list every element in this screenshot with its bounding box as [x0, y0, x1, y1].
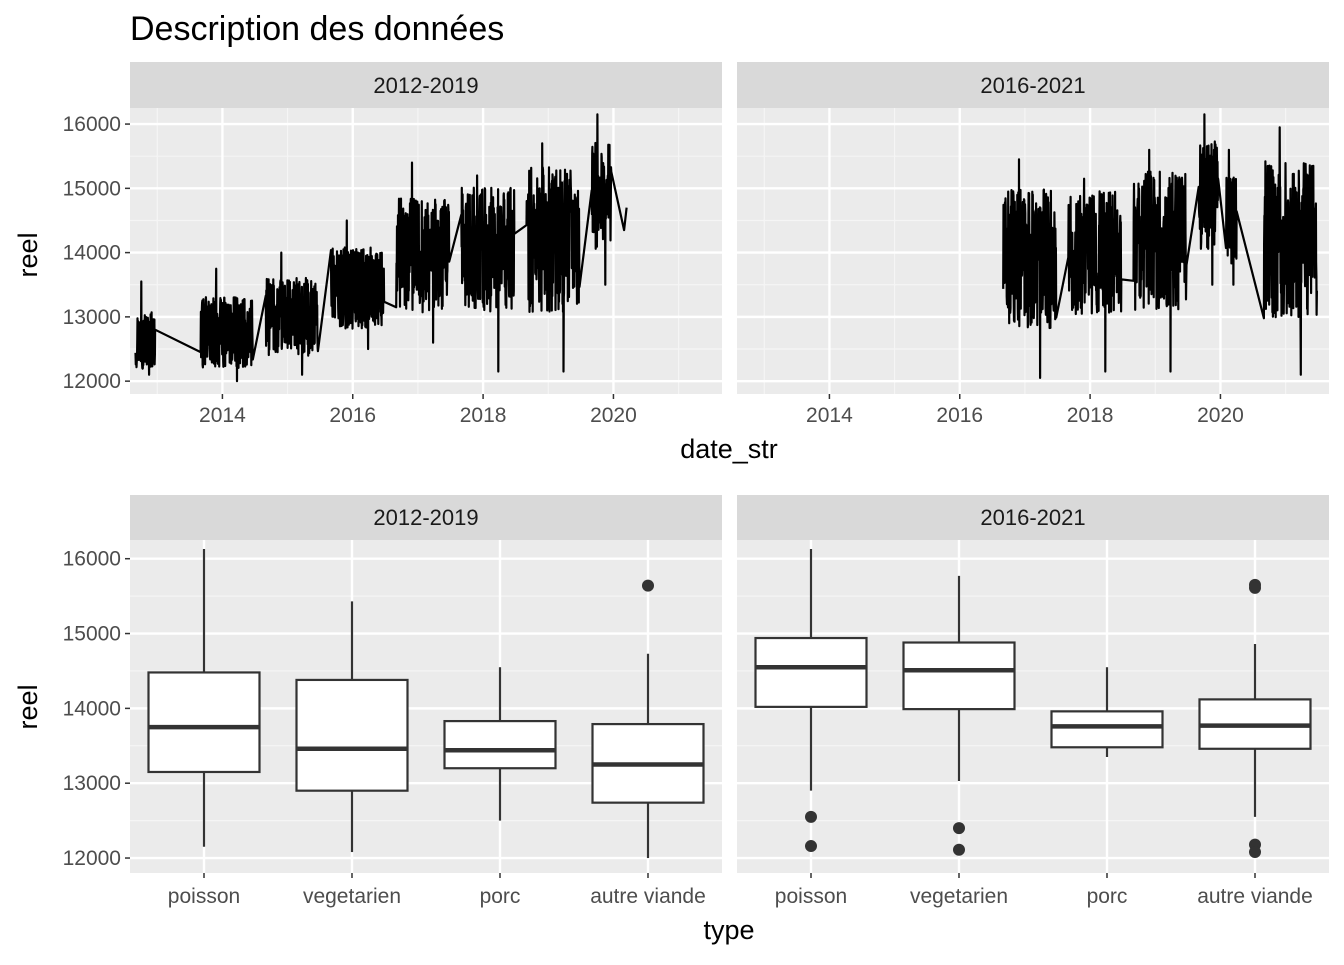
- y-tick-label: 16000: [63, 548, 121, 571]
- top-y-axis-title: reel: [13, 232, 43, 277]
- box-outlier-point: [953, 843, 965, 856]
- y-tick-label: 15000: [63, 177, 121, 200]
- series-line: [134, 113, 628, 383]
- x-tick-label: 2018: [1067, 404, 1114, 427]
- y-tick-label: 13000: [63, 772, 121, 795]
- x-tick-label: vegetarien: [910, 885, 1008, 908]
- box-iqr: [754, 636, 868, 708]
- box-outlier-point: [805, 810, 817, 823]
- x-tick-label: 2014: [806, 404, 853, 427]
- facet-strip: [130, 495, 722, 540]
- y-tick-label: 14000: [63, 242, 121, 265]
- x-tick-label: poisson: [168, 885, 240, 908]
- x-tick-label: poisson: [775, 885, 847, 908]
- x-tick-label: 2020: [1197, 404, 1244, 427]
- time-series-plot: 2012-2019 2014 2016 2018 2020 12000 13000 14000…: [63, 62, 1329, 427]
- box-outlier-point: [953, 822, 965, 835]
- box-iqr: [147, 671, 261, 774]
- x-tick-label: 2016: [936, 404, 983, 427]
- bottom-y-axis-title: reel: [13, 684, 43, 729]
- box-outlier-point: [805, 840, 817, 853]
- facet-strip: [737, 62, 1329, 108]
- y-tick-label: 12000: [63, 370, 121, 393]
- facet-strip-label: 2016-2021: [980, 505, 1085, 530]
- x-tick-label: porc: [480, 885, 521, 908]
- x-tick-label: 2016: [329, 404, 376, 427]
- y-tick-label: 14000: [63, 697, 121, 720]
- facet-strip: [130, 62, 722, 108]
- box-iqr: [902, 641, 1016, 711]
- x-tick-label: vegetarien: [303, 885, 401, 908]
- box-iqr: [295, 678, 409, 792]
- boxplot-plot: 2012-2019 poisson vegetarien porc autre vian…: [63, 495, 1329, 908]
- x-tick-label: autre viande: [1197, 885, 1313, 908]
- y-tick-label: 13000: [63, 306, 121, 329]
- x-tick-label: autre viande: [590, 885, 706, 908]
- x-tick-label: 2018: [460, 404, 507, 427]
- facet-strip-label: 2012-2019: [373, 73, 478, 98]
- facet-strip-label: 2016-2021: [980, 73, 1085, 98]
- box-outlier-point: [642, 579, 654, 592]
- x-tick-label: 2020: [590, 404, 637, 427]
- box-iqr: [1050, 710, 1164, 749]
- facet-strip: [737, 495, 1329, 540]
- chart-title: Description des données: [130, 10, 504, 48]
- top-x-axis-title: date_str: [680, 434, 778, 464]
- facet-strip-label: 2012-2019: [373, 505, 478, 530]
- y-tick-label: 15000: [63, 623, 121, 646]
- box-outlier-point: [1249, 581, 1261, 594]
- bottom-x-axis-title: type: [703, 915, 754, 945]
- y-tick-label: 12000: [63, 847, 121, 870]
- box-iqr: [443, 719, 557, 770]
- x-tick-label: porc: [1087, 885, 1128, 908]
- x-tick-label: 2014: [199, 404, 246, 427]
- box-outlier-point: [1249, 846, 1261, 859]
- y-tick-label: 16000: [63, 113, 121, 136]
- series-line: [1002, 113, 1318, 379]
